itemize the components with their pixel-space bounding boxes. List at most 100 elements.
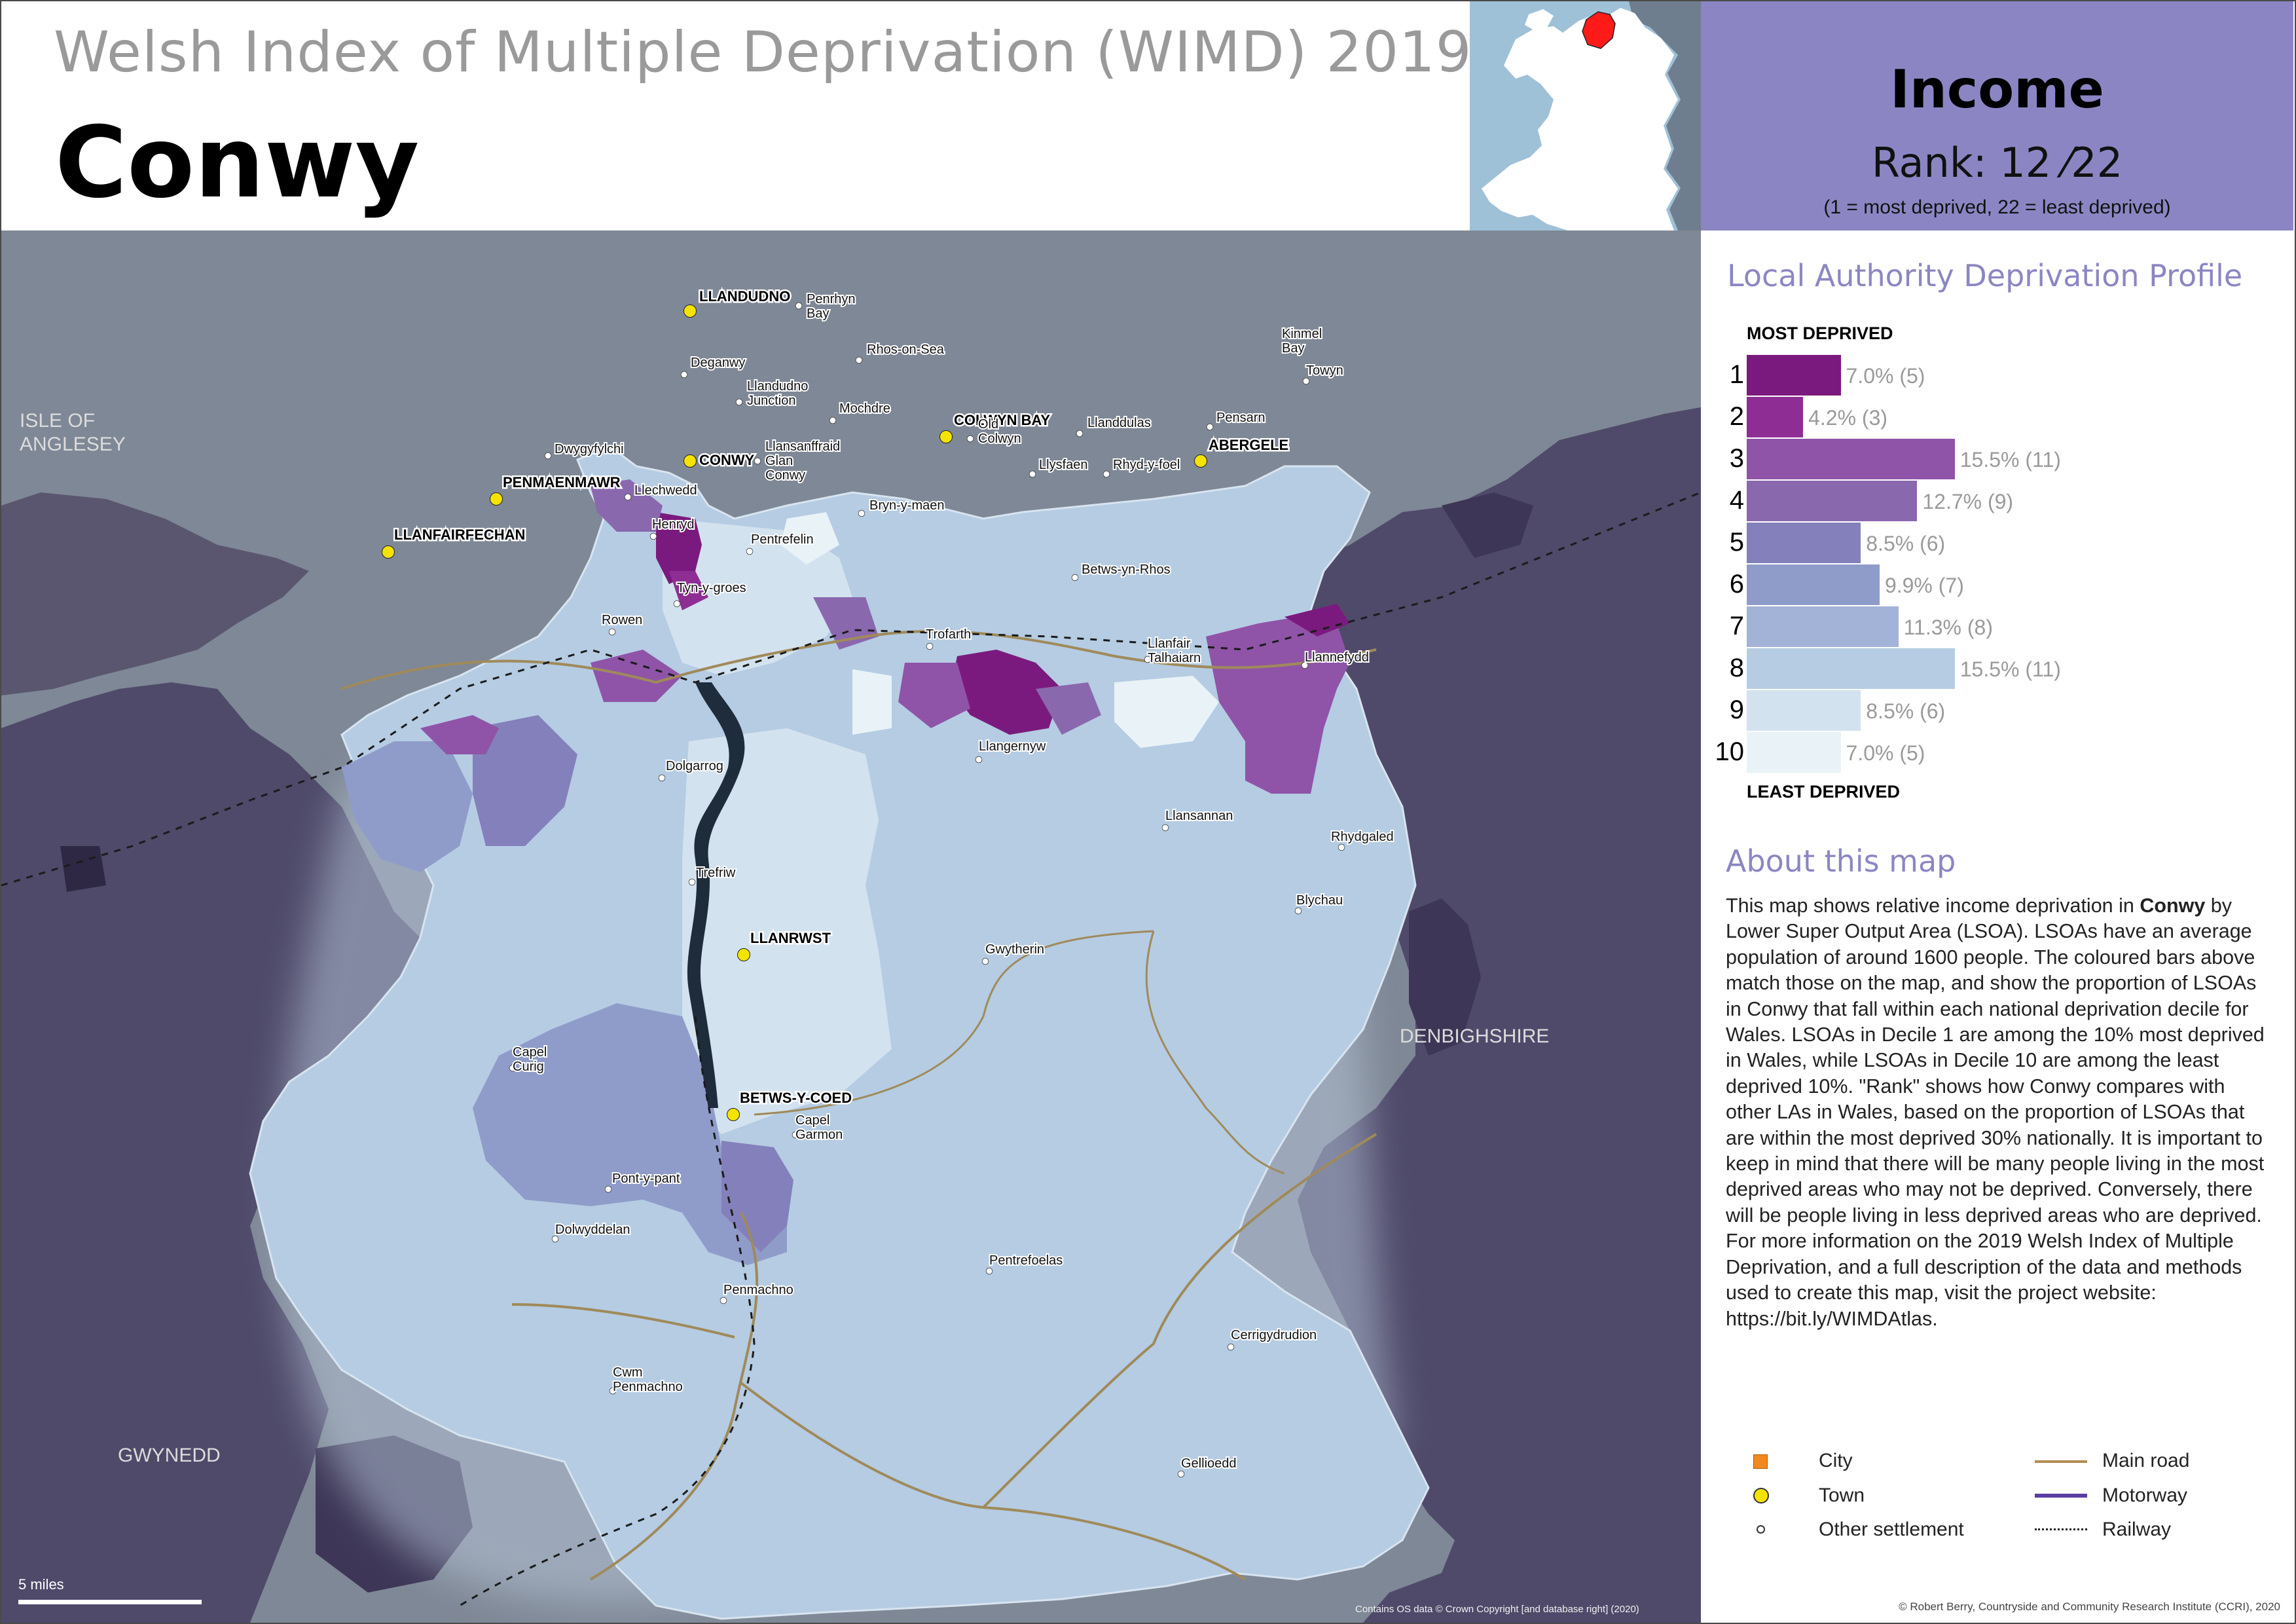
settlement-marker[interactable] bbox=[1227, 1343, 1235, 1351]
settlement-marker[interactable] bbox=[1292, 343, 1300, 351]
settlement-marker[interactable] bbox=[855, 356, 863, 364]
settlement-marker[interactable] bbox=[608, 628, 616, 636]
profile-decile-number: 4 bbox=[1729, 486, 1744, 515]
settlement-marker[interactable] bbox=[795, 302, 803, 310]
settlement-label: Capel Garmon bbox=[795, 1113, 843, 1142]
settlement-label: Dolgarrog bbox=[666, 759, 723, 773]
town-symbol bbox=[1753, 1488, 1769, 1504]
settlement-marker[interactable] bbox=[754, 457, 761, 465]
settlement-marker[interactable] bbox=[1071, 574, 1079, 581]
lsoa-decile-6 bbox=[473, 1003, 787, 1265]
profile-bar-label: 12.7% (9) bbox=[1922, 490, 2014, 513]
settlement-marker[interactable] bbox=[735, 398, 743, 406]
settlement-marker[interactable] bbox=[792, 1131, 799, 1139]
legend-motorway: Motorway bbox=[2102, 1485, 2188, 1506]
town-label-conwy: CONWY bbox=[699, 452, 755, 468]
scale-bar bbox=[18, 1600, 202, 1604]
settlement-marker[interactable] bbox=[1177, 1470, 1185, 1478]
rank-note: (1 = most deprived, 22 = least deprived) bbox=[1823, 196, 2171, 218]
town-label-llandudno: LLANDUDNO bbox=[699, 288, 790, 304]
lsoa-decile-2 bbox=[669, 571, 708, 610]
settlement-label: Llangernyw bbox=[979, 739, 1046, 754]
settlement-marker[interactable] bbox=[985, 1267, 993, 1275]
settlement-marker[interactable] bbox=[1302, 377, 1310, 385]
settlement-label: Penrhyn Bay bbox=[807, 292, 856, 321]
settlement-marker[interactable] bbox=[966, 435, 974, 443]
settlement-marker[interactable] bbox=[858, 509, 866, 517]
settlement-marker[interactable] bbox=[829, 416, 837, 424]
settlement-marker[interactable] bbox=[1076, 430, 1084, 437]
settlement-label: Pentrefelin bbox=[751, 532, 814, 547]
settlement-marker[interactable] bbox=[1161, 824, 1169, 832]
settlement-marker[interactable] bbox=[926, 642, 934, 650]
profile-decile-number: 7 bbox=[1729, 612, 1744, 640]
lsoa-decile-10 bbox=[1114, 676, 1219, 748]
denbighshire-land bbox=[1285, 407, 1701, 1623]
about-la-name: Conwy bbox=[2140, 895, 2206, 917]
settlement-marker[interactable] bbox=[604, 1185, 612, 1193]
settlement-label: Deganwy bbox=[691, 356, 745, 370]
settlement-label: Rhydgaled bbox=[1331, 830, 1394, 844]
profile-bar-label: 8.5% (6) bbox=[1866, 699, 1946, 723]
settlement-marker[interactable] bbox=[658, 774, 666, 782]
settlement-marker[interactable] bbox=[981, 957, 989, 965]
profile-bar bbox=[1747, 523, 1861, 563]
settlement-symbol bbox=[1757, 1525, 1765, 1534]
settlement-marker[interactable] bbox=[975, 756, 983, 764]
settlement-marker[interactable] bbox=[1301, 661, 1309, 669]
settlement-marker[interactable] bbox=[609, 1387, 617, 1395]
settlement-marker[interactable] bbox=[1294, 907, 1302, 915]
deprivation-map[interactable]: ISLE OF ANGLESEY DENBIGHSHIRE GWYNEDD LL… bbox=[1, 231, 1701, 1623]
settlement-marker[interactable] bbox=[746, 547, 754, 555]
town-marker[interactable] bbox=[683, 304, 697, 318]
profile-bar-label: 11.3% (8) bbox=[1903, 616, 1993, 639]
profile-decile-number: 8 bbox=[1729, 654, 1744, 682]
profile-decile-number: 6 bbox=[1729, 570, 1744, 599]
settlement-label: Rowen bbox=[602, 613, 642, 627]
settlement-marker[interactable] bbox=[688, 878, 696, 886]
settlement-label: Llysfaen bbox=[1039, 458, 1088, 472]
domain-rank-box: Income Rank: 12 ⁄22 (1 = most deprived, … bbox=[1701, 1, 2293, 231]
settlement-marker[interactable] bbox=[720, 1297, 727, 1304]
settlement-label: Pensarn bbox=[1216, 411, 1266, 425]
settlement-marker[interactable] bbox=[680, 371, 688, 378]
settlement-label: Llandudno Junction bbox=[747, 379, 808, 408]
settlement-marker[interactable] bbox=[624, 493, 632, 501]
settlement-marker[interactable] bbox=[649, 532, 657, 540]
settlement-label: Kinmel Bay bbox=[1282, 327, 1322, 356]
settlement-label: Llansanffraid Glan Conwy bbox=[765, 439, 840, 483]
settlement-marker[interactable] bbox=[509, 1064, 517, 1072]
lsoa-decile-3 bbox=[898, 663, 970, 728]
settlement-label: Gellioedd bbox=[1181, 1456, 1237, 1471]
profile-bar-label: 7.0% (5) bbox=[1846, 364, 1925, 388]
legend-town: Town bbox=[1819, 1485, 1865, 1506]
settlement-label: Llannefydd bbox=[1305, 650, 1369, 665]
settlement-marker[interactable] bbox=[1338, 843, 1345, 851]
profile-bar bbox=[1747, 606, 1899, 647]
settlement-marker[interactable] bbox=[1029, 470, 1036, 478]
settlement-marker[interactable] bbox=[544, 452, 552, 460]
settlement-marker[interactable] bbox=[551, 1235, 559, 1243]
profile-bar bbox=[1747, 355, 1841, 396]
local-authority-name: Conwy bbox=[55, 106, 420, 220]
about-title: About this map bbox=[1726, 843, 1956, 879]
svg-text:ANGLESEY: ANGLESEY bbox=[20, 434, 126, 455]
settlement-marker[interactable] bbox=[1102, 470, 1110, 478]
town-label-abergele: ABERGELE bbox=[1209, 437, 1288, 453]
settlement-label: Rhos-on-Sea bbox=[867, 342, 945, 357]
settlement-label: Henryd bbox=[652, 517, 694, 532]
legend-main-road: Main road bbox=[2102, 1450, 2190, 1471]
motorway-symbol bbox=[2035, 1494, 2087, 1498]
settlement-label: Pentrefoelas bbox=[989, 1253, 1063, 1268]
profile-decile-number: 5 bbox=[1729, 528, 1744, 557]
domain-title: Income bbox=[1890, 59, 2104, 120]
profile-bar-label: 9.9% (7) bbox=[1884, 574, 1964, 597]
settlement-label: Cerrigydrudion bbox=[1231, 1328, 1317, 1342]
main-road-symbol bbox=[2035, 1460, 2087, 1463]
settlement-marker[interactable] bbox=[1206, 423, 1214, 431]
settlement-marker[interactable] bbox=[673, 600, 681, 608]
rank-value: Rank: 12 ⁄22 bbox=[1871, 139, 2123, 187]
profile-decile-number: 2 bbox=[1729, 402, 1744, 431]
settlement-marker[interactable] bbox=[1144, 655, 1152, 663]
